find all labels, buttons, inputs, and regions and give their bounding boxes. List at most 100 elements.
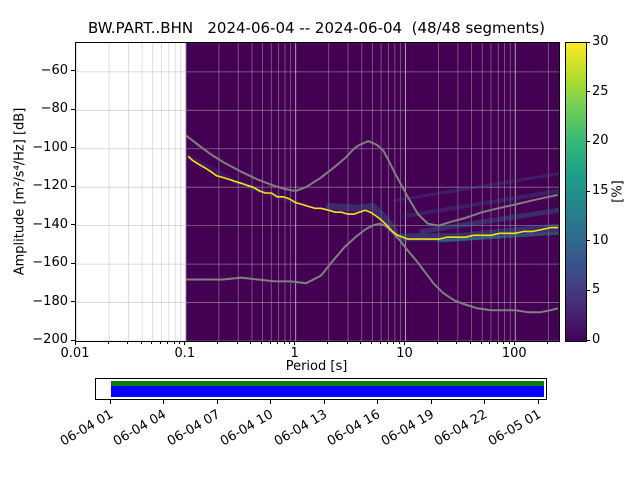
x-tick-mark xyxy=(294,341,296,345)
y-tick-mark xyxy=(71,339,75,341)
psd-probability-streak xyxy=(396,223,559,242)
y-tick-label: −200 xyxy=(32,332,68,347)
y-tick-mark xyxy=(71,70,75,72)
ppsd-heatmap xyxy=(76,43,559,341)
x-tick-label: 0.01 xyxy=(60,346,90,361)
coverage-tick-label: 06-05 01 xyxy=(485,407,544,450)
x-tick-label: 0.1 xyxy=(174,346,196,361)
x-minor-tick-mark xyxy=(470,341,472,344)
plot-area xyxy=(75,42,560,342)
coverage-tick-mark xyxy=(109,400,111,404)
y-tick-label: −160 xyxy=(32,255,68,271)
y-tick-mark xyxy=(71,301,75,303)
colorbar xyxy=(565,42,587,342)
x-tick-mark xyxy=(403,341,405,345)
noise-model-curve-nhnm xyxy=(185,134,559,227)
x-minor-tick-mark xyxy=(346,341,348,344)
coverage-tick-mark xyxy=(537,400,539,404)
colorbar-gradient xyxy=(566,43,586,341)
x-minor-tick-mark xyxy=(496,341,498,344)
coverage-data-blue xyxy=(111,386,544,397)
psd-probability-streak xyxy=(403,189,559,218)
x-minor-tick-mark xyxy=(107,341,109,344)
y-tick-mark xyxy=(71,147,75,149)
x-minor-tick-mark xyxy=(261,341,263,344)
x-tick-mark xyxy=(513,341,515,345)
coverage-tick-label: 06-04 10 xyxy=(217,407,276,450)
x-tick-label: 100 xyxy=(501,346,527,361)
y-tick-label: −120 xyxy=(32,178,68,194)
colorbar-tick-label: 0 xyxy=(592,332,601,347)
y-tick-mark xyxy=(71,108,75,110)
coverage-tick-mark xyxy=(377,400,378,404)
colorbar-tick-mark xyxy=(586,140,590,142)
x-tick-label: 1 xyxy=(290,346,299,361)
y-tick-label: −60 xyxy=(40,62,68,78)
coverage-tick-mark xyxy=(163,400,164,404)
x-minor-tick-mark xyxy=(269,341,271,344)
coverage-tick-label: 06-04 19 xyxy=(378,407,437,450)
x-minor-tick-mark xyxy=(437,341,439,344)
x-minor-tick-mark xyxy=(289,341,291,344)
x-minor-tick-mark xyxy=(398,341,400,344)
coverage-tick-mark xyxy=(323,400,325,404)
x-minor-tick-mark xyxy=(360,341,362,344)
coverage-tick-label: 06-04 16 xyxy=(324,407,383,450)
x-minor-tick-mark xyxy=(179,341,181,344)
coverage-tick-mark xyxy=(216,400,218,404)
x-minor-tick-mark xyxy=(126,341,128,344)
x-minor-tick-mark xyxy=(151,341,153,344)
coverage-tick-label: 06-04 07 xyxy=(164,407,223,450)
x-minor-tick-mark xyxy=(140,341,142,344)
x-minor-tick-mark xyxy=(250,341,252,344)
coverage-bar xyxy=(95,378,547,400)
colorbar-tick-label: 10 xyxy=(592,232,609,248)
colorbar-tick-label: 25 xyxy=(592,83,609,99)
coverage-tick-mark xyxy=(270,400,271,404)
x-tick-label: 10 xyxy=(396,346,413,361)
x-minor-tick-mark xyxy=(370,341,372,344)
psd-mode-curve xyxy=(187,155,558,240)
psd-probability-streak xyxy=(393,172,559,203)
y-tick-label: −80 xyxy=(40,101,68,117)
colorbar-label: [%] xyxy=(610,180,626,203)
y-tick-label: −180 xyxy=(32,293,68,309)
coverage-tick-label: 06-04 13 xyxy=(271,407,330,450)
psd-probability-streak xyxy=(419,207,559,234)
coverage-tick-label: 06-04 01 xyxy=(57,407,116,450)
x-tick-mark xyxy=(74,341,76,345)
x-minor-tick-mark xyxy=(327,341,329,344)
y-tick-mark xyxy=(71,185,75,187)
plot-title: BW.PART..BHN 2024-06-04 -- 2024-06-04 (4… xyxy=(88,19,545,37)
colorbar-tick-mark xyxy=(586,41,590,43)
x-minor-tick-mark xyxy=(456,341,458,344)
x-minor-tick-mark xyxy=(159,341,161,344)
coverage-tick-label: 06-04 04 xyxy=(110,407,169,450)
coverage-tick-mark xyxy=(430,400,432,404)
x-minor-tick-mark xyxy=(217,341,219,344)
colorbar-tick-mark xyxy=(586,240,590,242)
y-axis-label: Amplitude [m²/s⁴/Hz] [dB] xyxy=(12,107,28,276)
x-minor-tick-mark xyxy=(236,341,238,344)
colorbar-tick-mark xyxy=(586,91,590,93)
x-minor-tick-mark xyxy=(386,341,388,344)
colorbar-tick-label: 15 xyxy=(592,183,609,198)
y-tick-label: −140 xyxy=(32,216,68,232)
x-minor-tick-mark xyxy=(489,341,491,344)
x-minor-tick-mark xyxy=(283,341,285,344)
colorbar-tick-label: 20 xyxy=(592,133,609,149)
colorbar-tick-label: 5 xyxy=(592,282,601,298)
x-axis-label: Period [s] xyxy=(285,359,348,374)
x-minor-tick-mark xyxy=(546,341,548,344)
colorbar-tick-mark xyxy=(586,339,590,341)
coverage-tick-label: 06-04 22 xyxy=(431,407,490,450)
x-minor-tick-mark xyxy=(277,341,279,344)
x-minor-tick-mark xyxy=(503,341,505,344)
x-minor-tick-mark xyxy=(393,341,395,344)
coverage-data-green xyxy=(111,381,544,386)
x-minor-tick-mark xyxy=(379,341,381,344)
y-tick-mark xyxy=(71,224,75,226)
coverage-tick-mark xyxy=(484,400,485,404)
psd-probability-streak xyxy=(325,202,399,235)
